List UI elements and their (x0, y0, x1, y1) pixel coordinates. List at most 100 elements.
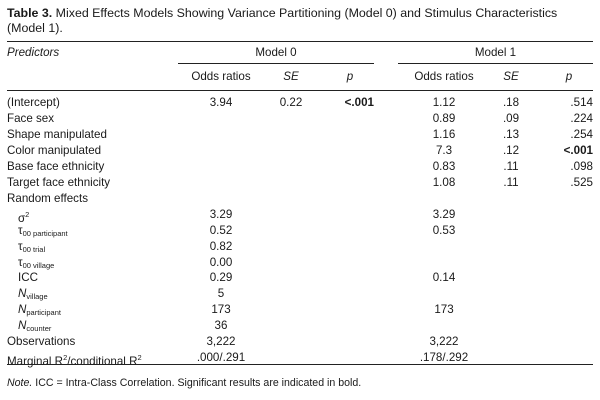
cell-m0-or: 3,222 (206, 335, 236, 349)
row-label-superscript: 2 (137, 353, 142, 363)
cell-m1-se: .18 (502, 96, 520, 109)
row-label: τ00 participant (18, 224, 68, 241)
header-m1-se: SE (503, 70, 519, 83)
row-label-main: N (18, 319, 27, 333)
header-predictors: Predictors (7, 46, 60, 59)
model-0-rule (178, 63, 374, 64)
cell-m1-or: 173 (434, 303, 454, 317)
cell-m0-or: 0.82 (209, 239, 233, 253)
cell-m0-or: 173 (211, 303, 231, 317)
row-label: σ2 (18, 208, 29, 226)
row-label-text: Observations (7, 335, 76, 349)
table-caption: Table 3. Mixed Effects Models Showing Va… (7, 6, 593, 36)
row-label-subscript: village (26, 292, 48, 302)
cell-m1-or: 1.16 (432, 127, 456, 141)
cell-m1-or: 0.14 (432, 271, 456, 285)
header-m1-odds: Odds ratios (414, 70, 474, 83)
cell-m1-or: 3.29 (432, 207, 456, 221)
cell-m1-p: .224 (570, 111, 593, 125)
row-label: Marginal R2/conditional R2 (7, 351, 142, 369)
table-note: Note. ICC = Intra-Class Correlation. Sig… (7, 377, 361, 389)
header-model-0: Model 0 (255, 46, 297, 59)
row-label-text: (Intercept) (7, 96, 60, 109)
row-label-tail: /conditional R (67, 355, 138, 369)
cell-m1-p: .525 (570, 175, 593, 189)
cell-m0-p: <.001 (344, 96, 374, 109)
row-label-main: τ (18, 239, 23, 253)
row-label-text: Base face ethnicity (7, 159, 105, 173)
cell-m1-se: .12 (502, 143, 520, 157)
row-label-subscript: 00 participant (22, 228, 68, 238)
header-m0-odds: Odds ratios (191, 70, 251, 83)
cell-m0-or: 0.52 (209, 223, 233, 237)
cell-m1-se: .13 (502, 127, 520, 141)
row-label: (Intercept) (7, 96, 60, 110)
row-label: τ00 village (18, 256, 54, 273)
row-label: Shape manipulated (7, 128, 107, 142)
cell-m0-or: 5 (217, 287, 225, 301)
cell-m1-or: .178/.292 (419, 351, 469, 365)
cell-m0-or: 0.29 (209, 271, 233, 285)
cell-m1-se: .09 (502, 111, 520, 125)
note-text: ICC = Intra-Class Correlation. Significa… (35, 377, 362, 389)
row-label-subscript: 00 village (22, 260, 55, 270)
header-m1-p: p (565, 70, 573, 83)
note-prefix: Note. (7, 377, 33, 389)
row-label: Observations (7, 335, 75, 349)
row-label-main: N (18, 303, 27, 317)
row-label-text: Random effects (7, 191, 88, 205)
cell-m1-or: 0.89 (432, 111, 456, 125)
row-label-main: Marginal R (7, 355, 64, 369)
cell-m1-or: 1.08 (432, 175, 456, 189)
row-label-subscript: participant (26, 308, 61, 318)
row-label-superscript: 2 (63, 353, 68, 363)
top-rule (7, 41, 593, 42)
cell-m1-p: .514 (570, 96, 593, 109)
row-label-main: τ (18, 223, 23, 237)
header-m0-p: p (346, 70, 354, 83)
row-label: Nparticipant (18, 303, 61, 320)
row-label-text: Shape manipulated (7, 127, 107, 141)
row-label: Nvillage (18, 287, 48, 304)
row-label: τ00 trial (18, 240, 45, 257)
row-label: Color manipulated (7, 144, 101, 158)
caption-label: Table 3. (7, 6, 53, 20)
cell-m1-se: .11 (503, 175, 519, 189)
row-label-text: Color manipulated (7, 143, 102, 157)
row-label-text: ICC (18, 271, 38, 285)
cell-m1-or: 0.53 (432, 223, 456, 237)
header-bottom-rule (7, 90, 593, 91)
cell-m0-or: .000/.291 (196, 351, 246, 365)
row-label-main: σ (18, 211, 26, 225)
header-model-1: Model 1 (474, 46, 517, 59)
cell-m0-or: 3.94 (209, 96, 233, 109)
row-label-superscript: 2 (25, 209, 30, 219)
cell-m0-se: 0.22 (279, 96, 303, 109)
cell-m1-or: 7.3 (435, 143, 453, 157)
row-label: Base face ethnicity (7, 160, 104, 174)
row-label-main: N (18, 287, 27, 301)
cell-m1-or: 3,222 (429, 335, 459, 349)
header-m0-se: SE (283, 70, 299, 83)
cell-m1-se: .11 (503, 159, 519, 173)
cell-m0-or: 3.29 (209, 207, 233, 221)
row-label: ICC (18, 271, 38, 285)
cell-m0-or: 36 (214, 319, 228, 333)
cell-m1-p: .098 (570, 159, 593, 173)
cell-m0-or: 0.00 (209, 255, 233, 269)
cell-m1-p: <.001 (563, 143, 593, 157)
row-label-text: Face sex (7, 111, 55, 125)
model-1-rule (398, 63, 593, 64)
cell-m1-or: 1.12 (432, 96, 456, 109)
row-label-subscript: counter (26, 324, 52, 334)
row-label-text: Target face ethnicity (7, 175, 111, 189)
row-label: Face sex (7, 112, 54, 126)
bottom-rule (7, 364, 593, 365)
cell-m1-p: .254 (570, 127, 593, 141)
row-label: Random effects (7, 192, 88, 206)
row-label-main: τ (18, 255, 23, 269)
caption-text: Mixed Effects Models Showing Variance Pa… (7, 6, 558, 35)
row-label-subscript: 00 trial (22, 244, 46, 254)
cell-m1-or: 0.83 (432, 159, 456, 173)
row-label: Target face ethnicity (7, 176, 110, 190)
